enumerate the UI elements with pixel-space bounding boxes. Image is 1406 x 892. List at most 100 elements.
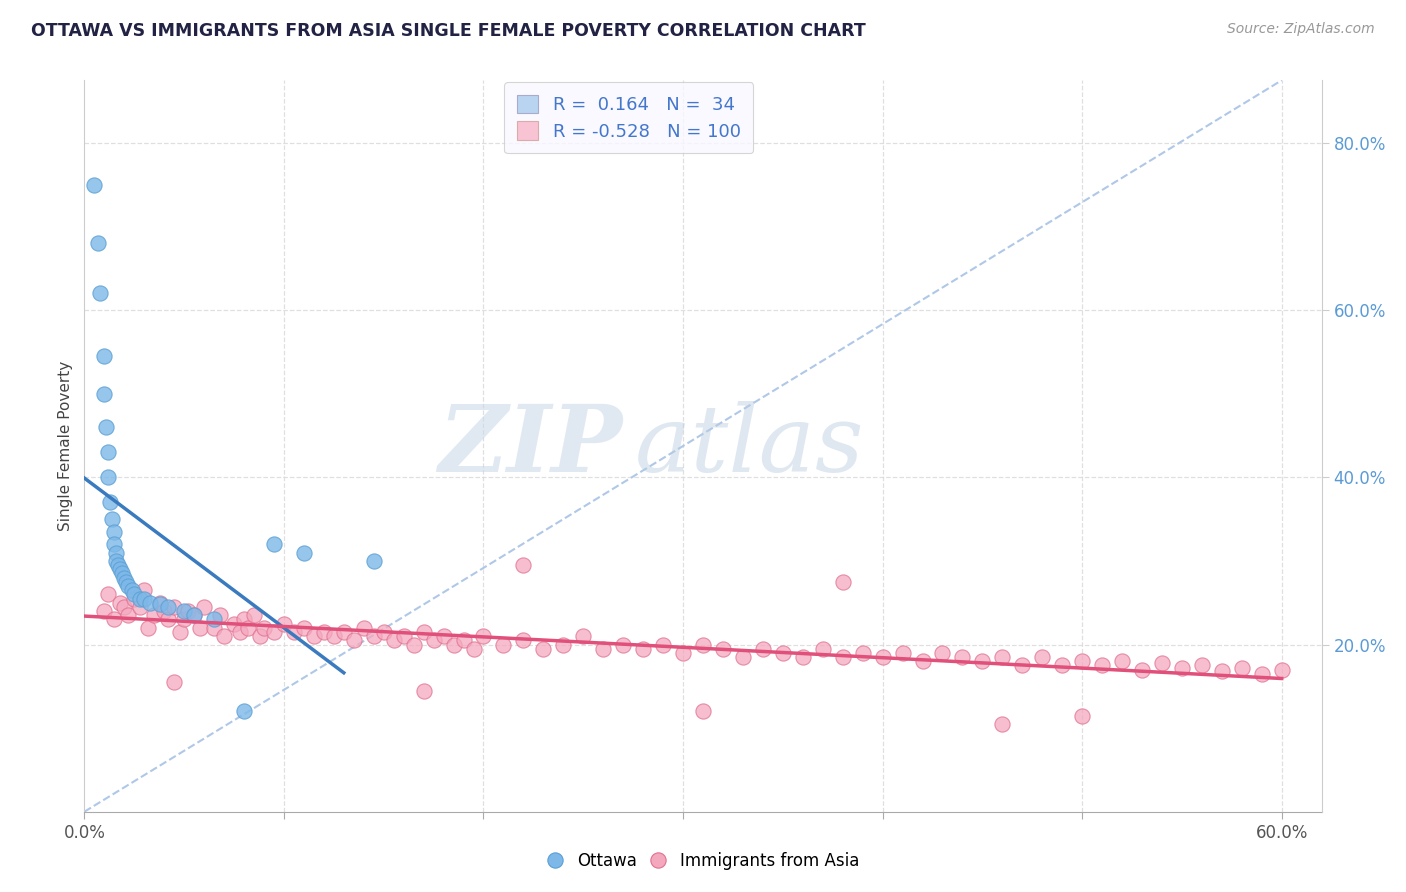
Point [1091,658,1114,673]
Point [122,591,145,606]
Point [253,621,276,635]
Point [209,608,232,623]
Point [236,621,259,635]
Point [363,629,385,643]
Point [134,591,156,606]
Text: atlas: atlas [636,401,865,491]
Point [652,638,675,652]
Point [412,625,434,640]
Y-axis label: Single Female Poverty: Single Female Poverty [58,361,73,531]
Point [115,574,138,589]
Point [163,675,186,690]
Point [363,554,385,568]
Point [1191,658,1213,673]
Point [202,621,225,635]
Point [792,650,814,665]
Point [531,641,554,656]
Point [173,612,195,626]
Point [173,604,195,618]
Point [811,641,834,656]
Point [1071,708,1094,723]
Point [112,571,135,585]
Point [283,625,305,640]
Point [831,574,853,589]
Point [572,629,595,643]
Point [103,524,125,539]
Point [139,596,162,610]
Point [952,650,974,665]
Point [512,558,534,573]
Point [263,625,285,640]
Text: Source: ZipAtlas.com: Source: ZipAtlas.com [1227,22,1375,37]
Point [1111,654,1133,668]
Point [157,599,180,614]
Point [443,638,465,652]
Point [188,621,211,635]
Point [103,537,125,551]
Point [592,641,614,656]
Point [149,598,172,612]
Point [153,604,176,618]
Point [110,562,132,576]
Point [202,612,225,626]
Point [1150,656,1173,670]
Point [222,616,245,631]
Point [692,705,714,719]
Point [103,612,125,626]
Point [263,537,285,551]
Point [93,604,115,618]
Point [432,629,454,643]
Legend: R =  0.164   N =  34, R = -0.528   N = 100: R = 0.164 N = 34, R = -0.528 N = 100 [505,82,754,153]
Point [1031,650,1053,665]
Point [453,633,475,648]
Point [193,599,215,614]
Point [1271,663,1294,677]
Point [891,646,914,660]
Point [931,646,953,660]
Point [1011,658,1033,673]
Point [353,621,375,635]
Point [672,646,695,660]
Point [97,445,120,459]
Point [83,178,105,192]
Point [852,646,875,660]
Point [312,625,335,640]
Point [157,612,180,626]
Point [233,612,256,626]
Point [512,633,534,648]
Point [1071,654,1094,668]
Point [121,583,143,598]
Point [752,641,775,656]
Point [1130,663,1153,677]
Point [111,566,134,581]
Point [212,629,235,643]
Point [93,349,115,363]
Point [612,638,634,652]
Point [292,545,315,559]
Point [392,629,415,643]
Point [692,638,714,652]
Point [89,286,111,301]
Point [492,638,515,652]
Point [112,599,135,614]
Point [105,545,128,559]
Point [143,608,166,623]
Point [229,625,252,640]
Point [472,629,495,643]
Point [105,554,128,568]
Point [97,470,120,484]
Point [1211,665,1233,679]
Point [631,641,654,656]
Point [134,583,156,598]
Point [731,650,754,665]
Point [117,579,139,593]
Point [373,625,395,640]
Point [382,633,405,648]
Point [911,654,934,668]
Point [149,596,172,610]
Point [972,654,994,668]
Point [183,608,205,623]
Point [136,621,159,635]
Point [122,587,145,601]
Point [831,650,853,665]
